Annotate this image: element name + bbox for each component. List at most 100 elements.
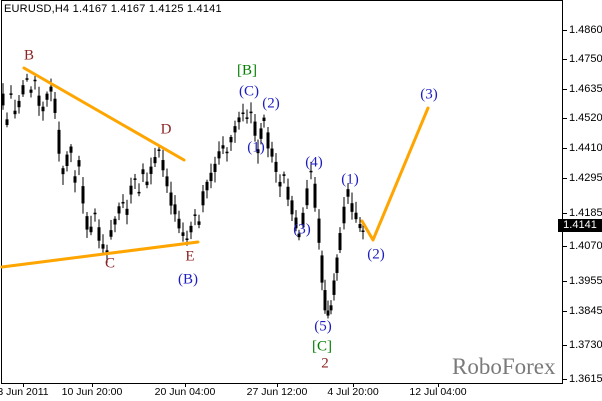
- candle-body: [241, 112, 245, 115]
- candle-body: [259, 128, 263, 139]
- candle-wick: [230, 134, 232, 151]
- candle-wick: [355, 201, 357, 223]
- wave-label[interactable]: (C): [239, 83, 259, 100]
- candle-wick: [182, 222, 184, 242]
- price-axis-label: 1.3615: [569, 373, 602, 385]
- chart-title-ohlc: EURUSD,H4 1.4167 1.4167 1.4125 1.4141: [4, 3, 222, 15]
- candle-body: [81, 186, 85, 204]
- wave-label[interactable]: C: [104, 255, 116, 272]
- candle-body: [338, 233, 342, 251]
- wave-label[interactable]: B: [23, 47, 35, 64]
- candle-body: [213, 163, 217, 172]
- candle-wick: [94, 208, 96, 222]
- candle-body: [25, 78, 29, 80]
- candle-body: [133, 178, 137, 180]
- wave-label[interactable]: (B): [178, 271, 198, 288]
- candle-body: [342, 206, 346, 224]
- price-tick: [562, 59, 567, 60]
- candle-body: [9, 93, 13, 95]
- price-axis-label: 1.4750: [569, 53, 602, 65]
- upper-descending-line[interactable]: [22, 66, 186, 162]
- time-axis-label: 27 Jun 12:00: [246, 386, 308, 398]
- candle-body: [129, 185, 133, 195]
- candle-wick: [122, 194, 124, 209]
- candle-body: [21, 85, 25, 95]
- candle-body: [256, 149, 260, 154]
- candle-body: [237, 117, 241, 123]
- candle-body: [350, 203, 354, 212]
- candle-body: [346, 189, 350, 197]
- candle-body: [65, 154, 69, 166]
- wave-label[interactable]: (2): [367, 246, 385, 263]
- candle-body: [73, 176, 77, 183]
- candle-body: [294, 217, 298, 229]
- time-axis-label: 3 Jun 2011: [0, 386, 49, 398]
- wave-label[interactable]: (5): [314, 318, 332, 335]
- price-tick: [562, 30, 567, 31]
- candle-body: [97, 227, 101, 241]
- time-tick: [185, 384, 186, 387]
- candle-body: [193, 214, 197, 216]
- candle-wick: [70, 144, 72, 163]
- candle-wick: [34, 76, 36, 90]
- plot-border: [1, 0, 563, 384]
- candle-body: [221, 145, 225, 149]
- candle-body: [205, 181, 209, 191]
- time-tick: [438, 384, 439, 387]
- candle-body: [29, 89, 33, 93]
- price-tick: [562, 246, 567, 247]
- wave-label[interactable]: (3): [420, 86, 438, 103]
- price-axis-label: 1.4070: [569, 240, 602, 252]
- time-axis-label: 12 Jul 04:00: [409, 386, 467, 398]
- wave-label[interactable]: [B]: [237, 62, 257, 79]
- wave-label[interactable]: D: [160, 121, 172, 138]
- candle-body: [361, 230, 365, 232]
- wave-label[interactable]: (1): [341, 171, 359, 188]
- projection-arrow[interactable]: [360, 106, 430, 242]
- time-axis-label: 4 Jul 20:00: [327, 386, 379, 398]
- candle-body: [217, 151, 221, 159]
- candle-body: [173, 204, 177, 215]
- wave-label[interactable]: [C]: [312, 338, 332, 355]
- wave-label[interactable]: (4): [305, 154, 323, 171]
- price-tick: [562, 148, 567, 149]
- candle-wick: [327, 300, 329, 319]
- candle-body: [317, 218, 321, 243]
- candle-body: [181, 232, 185, 236]
- candle-wick: [283, 171, 285, 184]
- candle-body: [201, 191, 205, 206]
- candle-body: [323, 290, 327, 311]
- candle-wick: [158, 145, 160, 158]
- candle-body: [161, 160, 165, 171]
- candle-body: [286, 186, 290, 200]
- candle-body: [77, 160, 81, 167]
- current-price-box: 1.4141: [558, 218, 602, 232]
- wave-label[interactable]: E: [185, 248, 195, 265]
- candle-body: [233, 126, 237, 133]
- candle-body: [270, 148, 274, 157]
- broker-watermark: RoboForex: [452, 354, 556, 379]
- price-tick: [562, 281, 567, 282]
- candle-body: [332, 280, 336, 295]
- candle-body: [301, 212, 305, 226]
- wave-label[interactable]: (3): [293, 221, 311, 238]
- candle-body: [149, 166, 153, 174]
- candle-body: [93, 212, 97, 215]
- lower-ascending-line[interactable]: [0, 240, 200, 269]
- candle-body: [85, 216, 89, 230]
- time-tick: [92, 384, 93, 387]
- candle-body: [249, 111, 253, 114]
- candle-body: [137, 191, 141, 194]
- price-axis-label: 1.4410: [569, 142, 602, 154]
- wave-label[interactable]: (2): [262, 95, 280, 112]
- wave-label[interactable]: (1): [247, 139, 265, 156]
- price-tick: [562, 89, 567, 90]
- candle-body: [320, 255, 324, 283]
- wave-label[interactable]: 2: [321, 355, 329, 372]
- price-tick: [562, 311, 567, 312]
- price-tick: [562, 213, 567, 214]
- candle-body: [354, 212, 358, 220]
- candle-body: [33, 79, 37, 82]
- price-axis-label: 1.3730: [569, 339, 602, 351]
